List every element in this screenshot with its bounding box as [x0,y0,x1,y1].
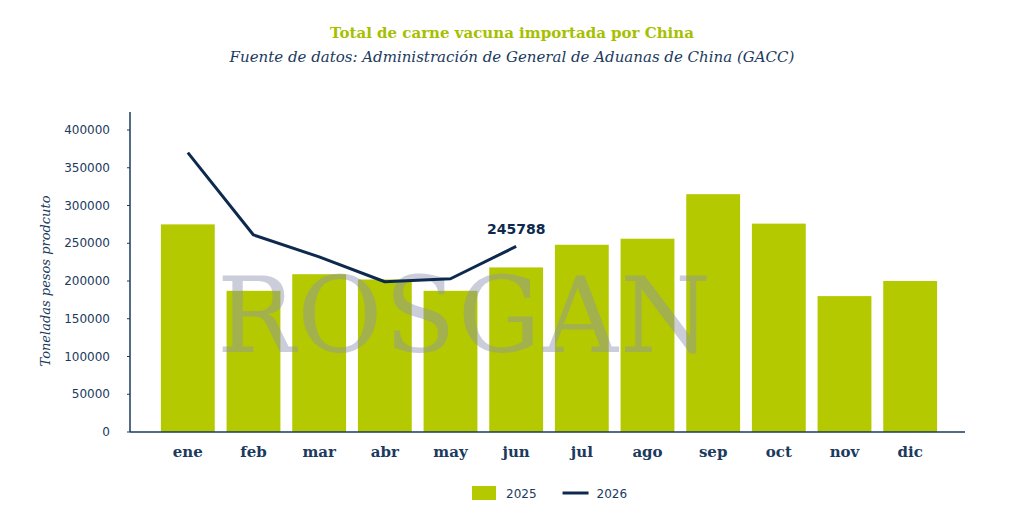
y-tick-label: 250000 [64,236,110,250]
title: Total de carne vacuna importada por Chin… [330,24,694,42]
x-tick-label: oct [766,443,792,461]
bar [883,281,937,432]
legend-label: 2025 [506,487,537,501]
legend-swatch [563,492,589,495]
x-tick-label: jun [501,443,530,461]
annotation: 245788 [487,221,545,237]
x-tick-label: dic [898,443,923,461]
y-tick-label: 150000 [64,312,110,326]
y-tick-label: 0 [102,425,110,439]
y-tick-label: 100000 [64,350,110,364]
bar [752,224,806,432]
legend-label: 2026 [597,487,628,501]
x-tick-label: may [433,443,469,461]
bar [818,296,872,432]
y-axis [129,112,131,432]
line-marks [188,153,516,282]
legend: 2025 2026 [472,486,627,501]
x-tick-label: ago [632,443,662,461]
x-tick-label: nov [830,443,861,461]
x-tick-label: feb [240,443,266,461]
x-axis [130,431,965,433]
line [188,153,516,282]
x-tick-label: sep [699,443,727,461]
y-tick-label: 300000 [64,199,110,213]
chart: Total de carne vacuna importada por Chin… [0,0,1024,518]
subtitle: Fuente de datos: Administración de Gener… [229,48,795,66]
x-tick-label: ene [173,443,203,461]
marks [161,194,937,432]
y-tick-label: 50000 [72,387,110,401]
y-tick-label: 400000 [64,123,110,137]
bar [161,224,215,432]
x-tick-label: mar [302,443,337,461]
watermark: ROSGAN [217,255,713,377]
x-tick-label: abr [371,443,400,461]
legend-swatch [472,486,496,500]
y-tick-label: 200000 [64,274,110,288]
y-axis-title: Toneladas pesos prodcuto [38,195,53,366]
x-tick-label: jul [569,443,593,461]
y-tick-label: 350000 [64,161,110,175]
